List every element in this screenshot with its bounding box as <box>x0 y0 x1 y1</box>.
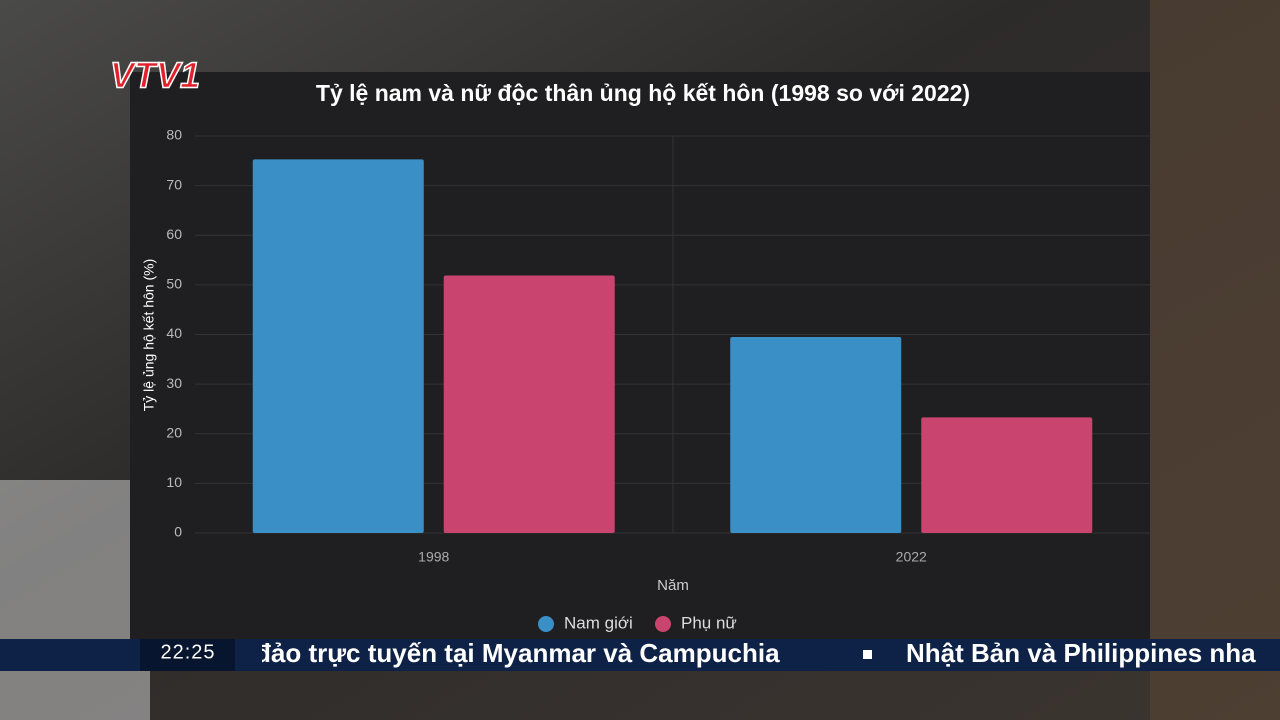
x-tick-label: 1998 <box>418 549 449 565</box>
legend-swatch <box>655 616 671 632</box>
y-tick-label: 50 <box>166 276 182 292</box>
background-blur <box>1150 0 1280 720</box>
legend-label: Nam giới <box>564 613 633 632</box>
legend-label: Phụ nữ <box>681 613 737 632</box>
y-tick-label: 60 <box>166 226 182 242</box>
clock: 22:25 <box>160 641 215 663</box>
y-tick-label: 70 <box>166 176 182 192</box>
background-blur <box>0 480 150 720</box>
y-tick-label: 0 <box>174 524 182 540</box>
channel-logo: VTV1 <box>110 55 200 96</box>
bar <box>443 275 615 533</box>
y-tick-label: 80 <box>166 127 182 143</box>
y-axis-label: Tỷ lệ ủng hộ kết hôn (%) <box>141 259 157 412</box>
ticker-separator <box>863 650 872 659</box>
y-tick-label: 10 <box>166 474 182 490</box>
bar <box>252 159 424 534</box>
y-tick-label: 30 <box>166 375 182 391</box>
bar <box>730 336 902 533</box>
bar <box>921 417 1093 533</box>
x-axis-label: Năm <box>657 577 689 594</box>
ticker-text: Nhật Bản và Philippines nha <box>906 638 1256 668</box>
ticker: đảo trực tuyến tại Myanmar và Campuchia … <box>255 638 1256 668</box>
chart-title: Tỷ lệ nam và nữ độc thân ủng hộ kết hôn … <box>316 80 970 106</box>
ticker-text: đảo trực tuyến tại Myanmar và Campuchia <box>255 638 780 668</box>
y-tick-label: 40 <box>166 325 182 341</box>
y-tick-label: 20 <box>166 424 182 440</box>
clock-box <box>140 639 235 671</box>
legend-swatch <box>538 616 554 632</box>
x-tick-label: 2022 <box>896 549 927 565</box>
